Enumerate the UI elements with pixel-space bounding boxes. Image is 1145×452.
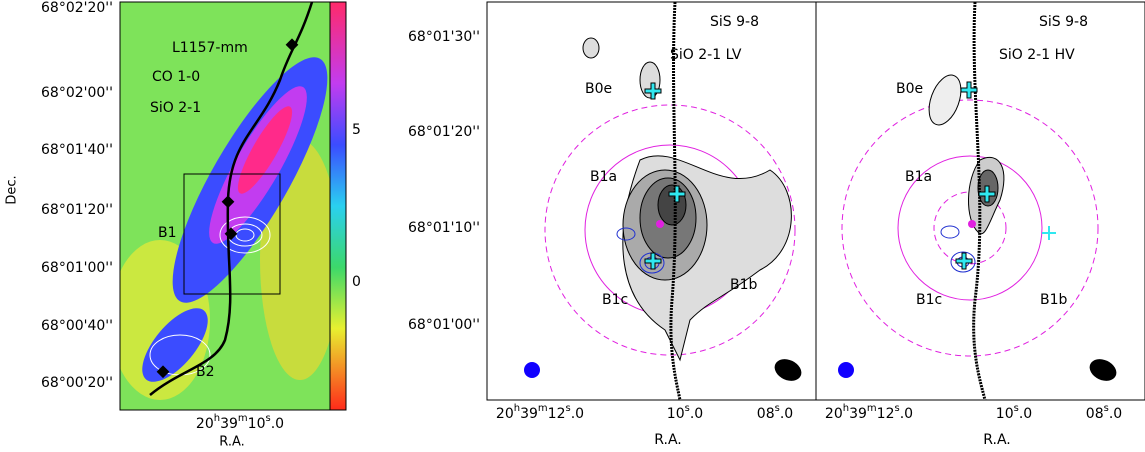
source-label: B1c: [602, 292, 628, 308]
tick-part: 39: [849, 406, 867, 422]
tick-part: s: [266, 413, 271, 424]
y-tick-label: 68°01'40'': [41, 142, 113, 158]
source-label: B0e: [896, 81, 923, 97]
source-label: B1b: [730, 277, 758, 293]
tick-part: .0: [900, 406, 913, 422]
source-label: B1a: [590, 169, 617, 185]
y-tick-label: 68°01'30'': [408, 29, 480, 45]
tick-part: .0: [271, 416, 284, 432]
tick-part: 20: [825, 406, 843, 422]
panel-label: SiO 2-1 HV: [999, 47, 1075, 63]
tick-part: m: [867, 403, 877, 414]
tick-part: 08: [1086, 406, 1104, 422]
tick-part: 12: [877, 406, 895, 422]
y-tick-label: 68°01'00'': [408, 317, 480, 333]
source-label: B1b: [1040, 292, 1068, 308]
tick-part: m: [238, 413, 248, 424]
y-tick-label: 68°02'00'': [41, 85, 113, 101]
y-axis-label: Dec.: [5, 175, 20, 204]
tick-part: h: [214, 413, 220, 424]
map: [120, 2, 330, 410]
x-tick-label: 10s.0: [996, 403, 1032, 422]
x-tick-label: 20h39m12s.0: [825, 403, 913, 422]
tick-part: 10: [996, 406, 1014, 422]
tick-part: s: [566, 403, 571, 414]
x-axis-label: R.A.: [219, 435, 245, 450]
tick-part: 20: [496, 406, 514, 422]
x-tick-label: 20h39m12s.0: [496, 403, 584, 422]
tick-part: s: [1104, 403, 1109, 414]
tick-part: s: [775, 403, 780, 414]
panel-label: SiS 9-8: [710, 14, 759, 30]
source-label: B0e: [585, 81, 612, 97]
y-tick-label: 68°02'20'': [41, 0, 113, 16]
tick-part: .0: [1109, 406, 1122, 422]
y-tick-label: 68°01'00'': [41, 260, 113, 276]
tick-part: 39: [220, 416, 238, 432]
tick-part: 10: [667, 406, 685, 422]
x-axis-label: R.A.: [654, 432, 681, 448]
tick-part: s: [1014, 403, 1019, 414]
y-tick-label: 68°00'40'': [41, 318, 113, 334]
y-tick-label: 68°00'20'': [41, 375, 113, 391]
x-tick-label: 08s.0: [1086, 403, 1122, 422]
tick-part: h: [843, 403, 849, 414]
x-tick-label: 20h39m10s.0: [196, 413, 284, 432]
x-tick-label: 10s.0: [667, 403, 703, 422]
map: [524, 2, 802, 400]
annotation: L1157-mm: [172, 40, 248, 56]
panel-label: SiS 9-8: [1039, 14, 1088, 30]
colorbar-tick-label: 5: [352, 122, 361, 138]
tick-part: 39: [520, 406, 538, 422]
tick-part: s: [895, 403, 900, 414]
tick-part: .0: [780, 406, 793, 422]
tick-part: .0: [571, 406, 584, 422]
tick-part: 10: [248, 416, 266, 432]
annotation: SiO 2-1: [150, 100, 201, 116]
annotation: B1: [158, 225, 177, 241]
source-label: B1c: [916, 292, 942, 308]
annotation: B2: [196, 364, 215, 380]
y-tick-label: 68°01'10'': [408, 220, 480, 236]
tick-part: h: [514, 403, 520, 414]
colorbar-tick-label: 0: [352, 274, 361, 290]
tick-part: .0: [1019, 406, 1032, 422]
x-axis-label: R.A.: [983, 432, 1010, 448]
tick-part: 08: [757, 406, 775, 422]
panel-label: SiO 2-1 LV: [670, 47, 742, 63]
source-label: B1a: [905, 169, 932, 185]
tick-part: m: [538, 403, 548, 414]
x-tick-label: 08s.0: [757, 403, 793, 422]
y-tick-label: 68°01'20'': [408, 124, 480, 140]
tick-part: 12: [548, 406, 566, 422]
tick-part: s: [685, 403, 690, 414]
tick-part: 20: [196, 416, 214, 432]
y-tick-label: 68°01'20'': [41, 202, 113, 218]
map: [838, 2, 1117, 400]
annotation: CO 1-0: [152, 69, 200, 85]
tick-part: .0: [690, 406, 703, 422]
